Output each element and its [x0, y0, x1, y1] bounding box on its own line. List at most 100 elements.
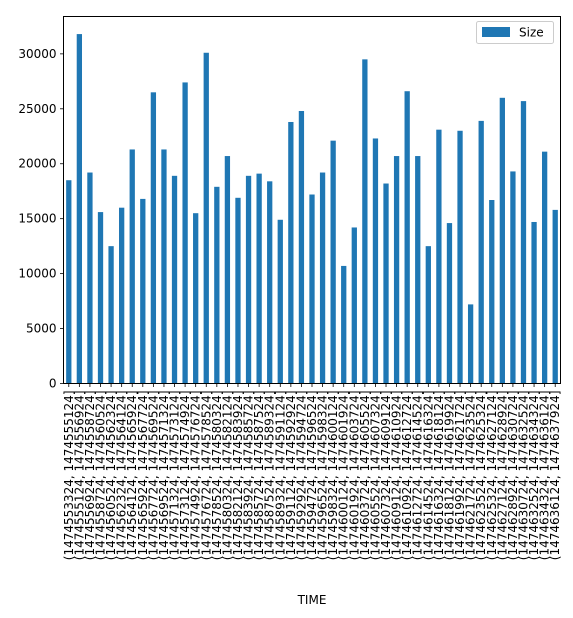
x-tick-label: (1474619924, 1474621724]	[453, 391, 467, 561]
x-tick-label: (1474553324, 1474555124]	[62, 391, 76, 561]
bar	[531, 221, 537, 384]
bar	[277, 219, 283, 384]
x-tick-label: (1474589324, 1474591124]	[273, 391, 287, 561]
x-tick-label: (1474605524, 1474607324]	[368, 391, 382, 561]
bar	[76, 34, 83, 384]
bar	[478, 120, 484, 384]
x-tick-label: (1474598324, 1474600124]	[326, 391, 340, 561]
bar	[108, 246, 114, 384]
y-tick-label: 10000	[18, 267, 56, 281]
x-tick-label: (1474609124, 1474610924]	[390, 391, 404, 561]
bar	[467, 304, 474, 384]
legend-swatch	[482, 27, 510, 37]
bar	[372, 138, 379, 384]
legend-label: Size	[519, 26, 544, 40]
x-tick-label: (1474578524, 1474580324]	[210, 391, 224, 561]
x-tick-label: (1474636124, 1474637924]	[548, 391, 562, 561]
bar	[182, 82, 188, 384]
y-tick-label: 15000	[18, 212, 56, 226]
bar	[245, 175, 252, 384]
x-tick-label: (1474600124, 1474601924]	[337, 391, 351, 561]
x-tick-label: (1474607324, 1474609124]	[379, 391, 393, 561]
bar	[330, 140, 336, 384]
bar	[66, 180, 72, 384]
x-tick-label: (1474625324, 1474627124]	[485, 391, 499, 561]
legend: Size	[476, 21, 554, 44]
bar	[193, 213, 199, 384]
bar	[161, 149, 167, 384]
x-tick-label: (1474580324, 1474582124]	[220, 391, 234, 561]
x-tick-label: (1474571324, 1474573124]	[168, 391, 182, 561]
bar	[520, 101, 527, 384]
x-tick-label: (1474632524, 1474634324]	[527, 391, 541, 561]
x-tick-label: (1474621724, 1474623524]	[464, 391, 478, 561]
y-tick-label: 25000	[18, 102, 56, 116]
x-tick-label: (1474601924, 1474603724]	[347, 391, 361, 561]
x-tick-label: (1474573124, 1474574924]	[178, 391, 192, 561]
x-tick-label: (1474565924, 1474567724]	[136, 391, 150, 561]
bar	[393, 156, 400, 384]
plot-frame	[63, 16, 561, 384]
x-tick-label: (1474585724, 1474587524]	[252, 391, 266, 561]
bar	[309, 194, 315, 384]
x-tick-label: (1474623524, 1474625324]	[474, 391, 488, 561]
bar	[150, 92, 157, 384]
bar	[425, 246, 431, 384]
bar	[87, 172, 93, 384]
bar	[256, 173, 262, 384]
x-tick-label: (1474630724, 1474632524]	[516, 391, 530, 561]
x-tick-label: (1474582124, 1474583924]	[231, 391, 245, 561]
x-tick-label: (1474603724, 1474605524]	[358, 391, 372, 561]
x-tick-label: (1474567724, 1474569524]	[146, 391, 160, 561]
bar	[97, 212, 104, 384]
bar	[288, 121, 294, 384]
bar	[415, 156, 421, 384]
x-tick-label: (1474558724, 1474560524]	[94, 391, 108, 561]
x-tick-label: (1474596524, 1474598324]	[316, 391, 330, 561]
y-tick-label: 5000	[26, 322, 57, 336]
bar	[552, 209, 558, 384]
bar	[203, 52, 209, 384]
x-axis-ticks: (1474553324, 1474555124](1474555124, 147…	[62, 383, 562, 561]
x-tick-label: (1474592924, 1474594724]	[294, 391, 308, 561]
x-tick-label: (1474627124, 1474628924]	[495, 391, 509, 561]
bar	[341, 265, 347, 384]
bar	[298, 110, 305, 384]
x-tick-label: (1474560524, 1474562324]	[104, 391, 118, 561]
bar	[129, 149, 135, 384]
y-tick-label: 20000	[18, 157, 56, 171]
bar	[171, 175, 178, 384]
x-tick-label: (1474612724, 1474614524]	[411, 391, 425, 561]
y-tick-label: 30000	[18, 47, 56, 61]
bar	[383, 183, 389, 384]
bar	[267, 181, 273, 384]
bar	[499, 97, 505, 384]
x-tick-label: (1474634324, 1474636124]	[538, 391, 552, 561]
x-tick-label: (1474562324, 1474564124]	[115, 391, 129, 561]
x-tick-label: (1474594724, 1474596524]	[305, 391, 319, 561]
x-tick-label: (1474576724, 1474578524]	[199, 391, 213, 561]
bar	[140, 198, 146, 384]
x-tick-label: (1474614524, 1474616324]	[421, 391, 435, 561]
bar	[510, 171, 516, 384]
x-tick-label: (1474569524, 1474571324]	[157, 391, 171, 561]
x-tick-label: (1474555124, 1474556924]	[72, 391, 86, 561]
y-axis-ticks: 0 5000 10000 15000 20000 25000 30000	[18, 47, 64, 391]
bar	[489, 200, 495, 384]
bar	[214, 186, 220, 384]
bar	[541, 151, 548, 384]
bar	[457, 130, 463, 384]
bar	[224, 156, 231, 384]
y-tick-label: 0	[49, 377, 57, 391]
x-tick-label: (1474628924, 1474630724]	[506, 391, 520, 561]
bar	[235, 197, 241, 384]
x-tick-label: (1474616324, 1474618124]	[432, 391, 446, 561]
bar	[436, 129, 442, 384]
x-axis-title: TIME	[297, 593, 327, 607]
bar	[446, 223, 453, 384]
x-tick-label: (1474574924, 1474576724]	[189, 391, 203, 561]
x-tick-label: (1474564124, 1474565924]	[125, 391, 139, 561]
x-tick-label: (1474610924, 1474612724]	[400, 391, 414, 561]
x-tick-label: (1474587524, 1474589324]	[263, 391, 277, 561]
x-tick-label: (1474618124, 1474619924]	[442, 391, 456, 561]
